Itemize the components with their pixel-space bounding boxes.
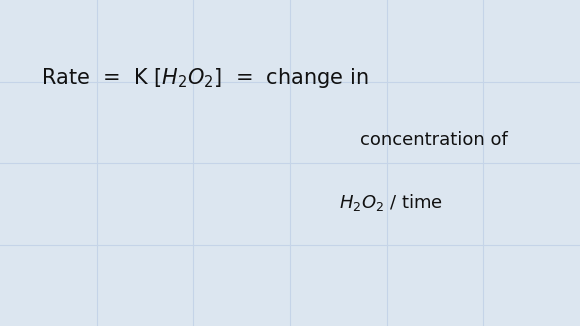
Text: concentration of: concentration of <box>360 131 508 149</box>
Text: Rate  =  K $[H_2O_2]$  =  change in: Rate = K $[H_2O_2]$ = change in <box>41 66 368 90</box>
Text: $H_2O_2$ / time: $H_2O_2$ / time <box>339 192 443 213</box>
